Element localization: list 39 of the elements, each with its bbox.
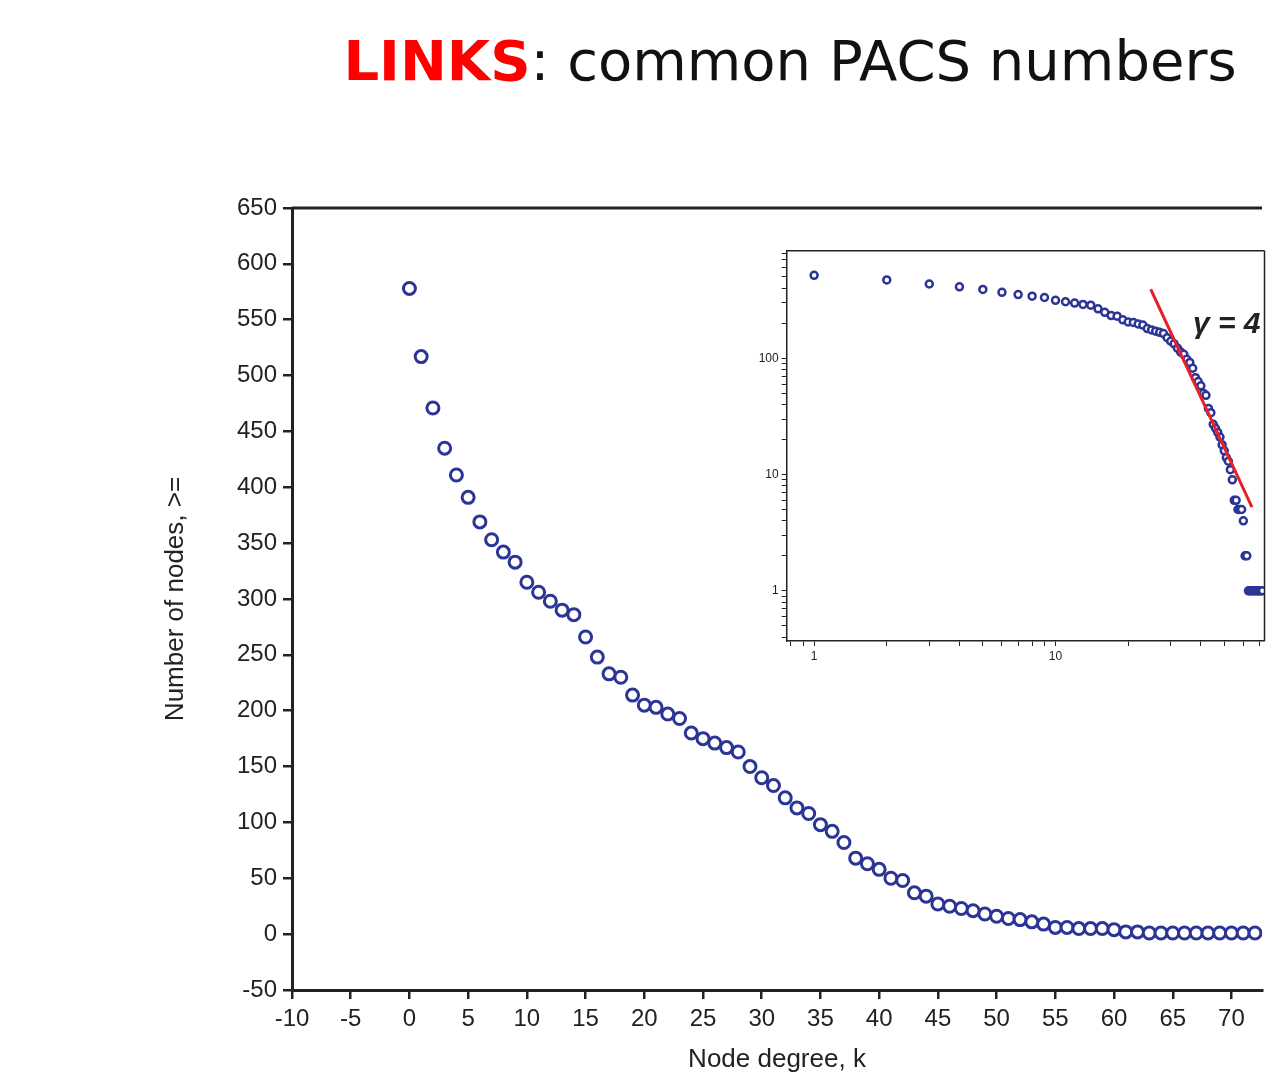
x-tick-label: 45 [924,1004,952,1032]
y-tick-label: 350 [236,527,277,555]
y-tick-label: 400 [236,471,277,499]
y-tick-label: 1 [772,583,780,598]
x-tick-label: 30 [748,1004,776,1032]
x-tick-label: 0 [402,1004,417,1032]
y-tick-label: 0 [263,918,277,946]
x-tick-label: 60 [1100,1004,1128,1032]
y-tick-label: 150 [236,751,277,779]
y-tick-label: 450 [236,416,277,444]
y-tick-label: 300 [236,583,277,611]
y-tick-label: 500 [236,360,277,388]
y-tick-label: 100 [236,807,277,835]
x-axis-title: Node degree, k [688,1042,867,1073]
y-axis-title: Number of nodes, >= [158,476,189,722]
x-tick-label: 65 [1159,1004,1187,1032]
x-tick-label: 50 [983,1004,1010,1032]
y-tick-label: 550 [236,304,277,332]
chart-title: LINKS: common PACS numbers [343,28,1237,93]
x-tick-label: -5 [340,1004,362,1032]
x-tick-label: -10 [274,1004,310,1032]
x-tick-label: 40 [865,1004,893,1032]
y-tick-label: 10 [765,466,780,481]
x-tick-label: 35 [807,1004,834,1032]
x-tick-label: 25 [689,1004,717,1032]
y-tick-label: 200 [236,695,277,723]
x-tick-label: 20 [630,1004,658,1032]
x-tick-label: 10 [513,1004,541,1032]
y-tick-label: 600 [236,248,277,276]
x-tick-label: 55 [1041,1004,1069,1032]
y-tick-label: -50 [242,974,277,1002]
y-tick-label: 250 [236,639,277,667]
y-tick-label: 650 [236,192,277,220]
annotation: γ = 4 [1192,306,1261,340]
x-tick-label: 15 [572,1004,599,1032]
y-tick-label: 100 [758,350,780,365]
x-tick-label: 5 [461,1004,475,1032]
y-tick-label: 50 [250,862,277,890]
x-tick-label: 70 [1218,1004,1245,1032]
